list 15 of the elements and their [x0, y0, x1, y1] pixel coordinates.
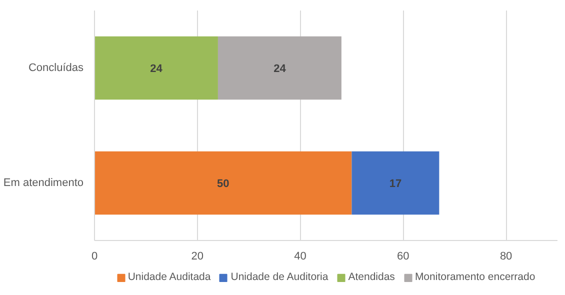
- data-label: 17: [389, 178, 402, 190]
- x-tick-label: 80: [500, 250, 512, 262]
- y-tick-label: Concluídas: [28, 62, 84, 74]
- y-tick-label: Em atendimento: [3, 177, 84, 189]
- x-tick-label: 60: [397, 250, 410, 262]
- data-label: 50: [216, 178, 230, 190]
- legend-label: Atendidas: [348, 271, 395, 283]
- x-tick-label: 40: [294, 250, 306, 262]
- legend-label: Monitoramento encerrado: [414, 271, 536, 283]
- data-label: 24: [274, 63, 287, 75]
- legend-label: Unidade Auditada: [128, 271, 211, 283]
- data-label: 24: [150, 63, 164, 75]
- x-tick-label: 20: [191, 250, 204, 262]
- x-tick-label: 0: [91, 250, 98, 262]
- legend-label: Unidade de Auditoria: [230, 271, 328, 283]
